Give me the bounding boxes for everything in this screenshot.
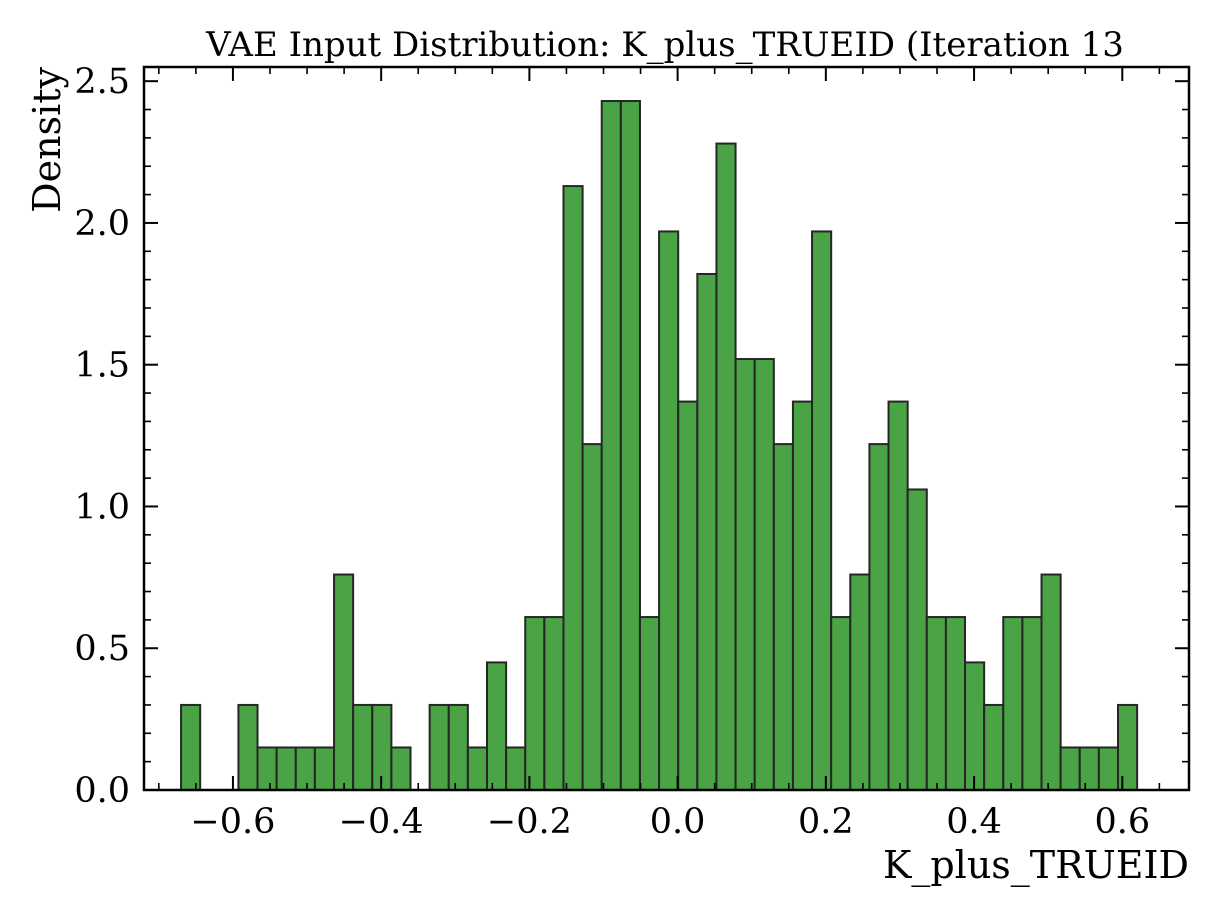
y-tick-label: 1.5 xyxy=(74,346,130,386)
x-axis-label: K_plus_TRUEID xyxy=(883,843,1189,888)
x-tick-label: 0.0 xyxy=(650,802,706,842)
histogram-bar xyxy=(734,358,756,791)
histogram-bar xyxy=(658,230,680,791)
histogram-bar xyxy=(505,746,527,791)
histogram-bar xyxy=(485,661,508,791)
histogram-bar xyxy=(772,443,794,791)
histogram-bar xyxy=(696,272,718,792)
x-tick-label: 0.4 xyxy=(946,802,1002,842)
histogram-bar xyxy=(428,703,450,791)
histogram-bar xyxy=(1078,746,1100,791)
y-tick-label: 0.0 xyxy=(74,771,130,811)
histogram-bar xyxy=(677,400,699,791)
histogram-bar xyxy=(1002,616,1024,791)
histogram-bar xyxy=(333,573,355,791)
histogram-bar xyxy=(524,616,546,791)
histogram-bar xyxy=(313,746,336,791)
bars-group xyxy=(180,100,1139,792)
histogram-bar xyxy=(447,703,469,791)
histogram-bar xyxy=(600,100,622,791)
histogram-bar xyxy=(753,358,775,791)
histogram-bar xyxy=(581,443,603,791)
histogram-bar xyxy=(1097,746,1119,791)
x-tick-label: −0.4 xyxy=(339,802,424,842)
histogram-bar xyxy=(237,703,259,791)
histogram-bar xyxy=(638,616,661,791)
histogram-bar xyxy=(1021,616,1043,791)
histogram-bar xyxy=(791,400,814,791)
x-tick-label: −0.2 xyxy=(487,802,572,842)
x-tick-label: 0.2 xyxy=(798,802,854,842)
histogram-bar xyxy=(390,746,412,791)
y-tick-label: 0.5 xyxy=(74,629,130,669)
histogram-bar xyxy=(1116,703,1139,791)
histogram-bar xyxy=(543,616,565,791)
histogram-bar xyxy=(619,100,641,791)
histogram-bar xyxy=(562,185,584,792)
histogram-bar xyxy=(180,703,202,791)
histogram-bar xyxy=(1059,746,1081,791)
histogram-bar xyxy=(944,616,967,791)
plot-frame xyxy=(142,65,1191,792)
chart-title: VAE Input Distribution: K_plus_TRUEID (I… xyxy=(205,25,1124,65)
histogram-bar xyxy=(906,488,928,791)
y-tick-label: 1.0 xyxy=(74,487,130,527)
histogram-bar xyxy=(811,230,833,791)
y-tick-label: 2.5 xyxy=(74,62,130,102)
ticks-group: −0.6 −0.4 −0.2 0.0 0.2 0.4 0.6 0.0 0.5 1.0 1.5 2.0 2… xyxy=(74,62,1189,842)
histogram-bar xyxy=(983,703,1005,791)
y-axis-label: Density xyxy=(25,66,69,212)
histogram-bar xyxy=(887,400,909,791)
histogram-bar xyxy=(466,746,488,791)
histogram-bar xyxy=(868,443,890,791)
histogram-bar xyxy=(964,661,986,791)
histogram-bar xyxy=(352,703,374,791)
x-tick-label: 0.6 xyxy=(1094,802,1150,842)
histogram-bar xyxy=(294,746,316,791)
histogram-bar xyxy=(830,616,852,791)
y-tick-label: 2.0 xyxy=(74,204,130,244)
x-tick-label: −0.6 xyxy=(190,802,275,842)
histogram-bar xyxy=(256,746,278,791)
histogram-bar xyxy=(715,142,737,792)
histogram-bar xyxy=(1040,573,1062,791)
histogram-bar xyxy=(275,746,297,791)
histogram-bar xyxy=(849,573,871,791)
histogram-bar xyxy=(925,616,947,791)
